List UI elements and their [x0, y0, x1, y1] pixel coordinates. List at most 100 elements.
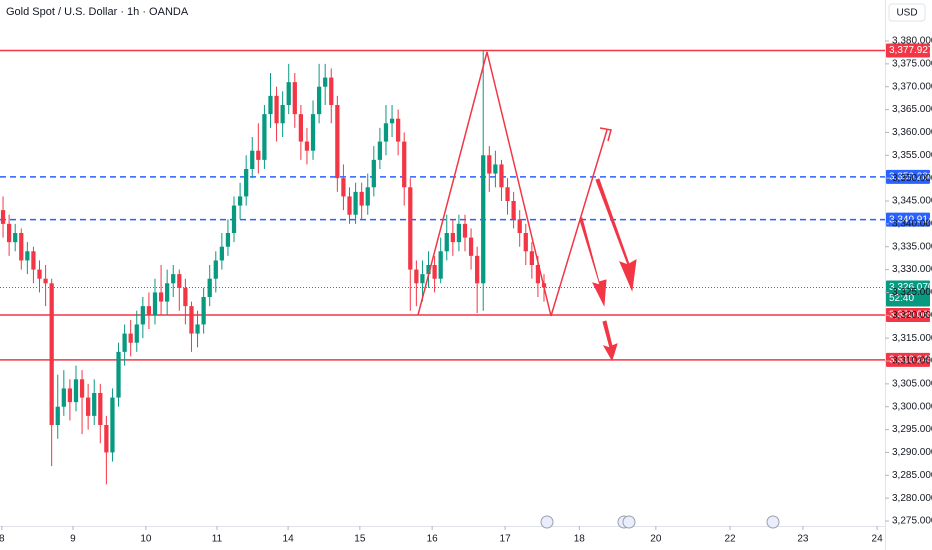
- price-tag-label: 3,350.280: [889, 172, 932, 183]
- candle-body: [225, 233, 231, 247]
- candle-body: [43, 278, 48, 284]
- y-tick-label: 3,350.000: [892, 173, 932, 184]
- x-tick-label: 23: [797, 534, 809, 545]
- candle-body: [207, 278, 212, 297]
- countdown: 52:40: [889, 293, 914, 304]
- currency-box[interactable]: [888, 3, 926, 22]
- candle-body: [231, 205, 237, 233]
- candle-body: [310, 114, 316, 151]
- candle-body: [426, 265, 431, 275]
- candle-body: [329, 77, 334, 105]
- y-tick-label: 3,300.000: [892, 401, 932, 412]
- candle-body: [347, 196, 352, 215]
- price-tag-label: 3,326.070: [889, 282, 932, 293]
- price-tags: 3,377.927 3,350.280 3,340.914 3,326.07052:4…: [886, 43, 932, 367]
- event-icon[interactable]: [622, 515, 636, 529]
- candle-body: [19, 233, 24, 261]
- candle-body: [408, 187, 413, 270]
- price-tag: [886, 352, 930, 367]
- y-tick-label: 3,275.000: [892, 516, 932, 527]
- price-tag: [886, 280, 930, 307]
- drawings: [417, 51, 637, 362]
- price-tag-label: 3,340.914: [889, 214, 932, 225]
- down-arrow: [602, 320, 618, 362]
- event-icon[interactable]: [766, 515, 780, 529]
- candle-body: [468, 237, 474, 256]
- candle-body: [6, 223, 12, 243]
- candle-body: [92, 393, 97, 416]
- candle-body: [523, 233, 528, 252]
- candle-body: [462, 223, 468, 238]
- candle-body: [256, 150, 261, 160]
- candle-body: [79, 379, 85, 398]
- candle-body: [268, 95, 273, 115]
- price-tag-label: 3,377.927: [889, 45, 932, 56]
- candle-body: [146, 306, 152, 316]
- candle-body: [529, 251, 534, 265]
- candle-body: [134, 324, 139, 343]
- candle-body: [140, 306, 145, 325]
- x-tick-label: 18: [574, 534, 586, 545]
- x-tick-label: 8: [0, 534, 5, 545]
- y-tick-label: 3,290.000: [892, 447, 932, 458]
- candle-body: [353, 191, 358, 215]
- candle-body: [505, 187, 510, 201]
- price-tag: [886, 43, 930, 58]
- y-tick-label: 3,345.000: [892, 196, 932, 207]
- y-tick-label: 3,380.000: [892, 36, 932, 47]
- candle-body: [511, 201, 516, 220]
- event-icon[interactable]: [540, 515, 554, 529]
- y-tick-label: 3,375.000: [892, 58, 932, 69]
- y-tick-label: 3,355.000: [892, 150, 932, 161]
- event-icons: [540, 515, 780, 529]
- candle-body: [49, 283, 54, 425]
- candle-body: [535, 265, 541, 284]
- candle-body: [37, 269, 42, 279]
- candle-body: [432, 265, 437, 279]
- x-tick-label: 16: [427, 534, 439, 545]
- x-tick-label: 24: [872, 534, 884, 545]
- candle-body: [396, 118, 401, 142]
- candle-body: [365, 187, 370, 206]
- candle-body: [359, 191, 364, 206]
- y-tick-label: 3,285.000: [892, 470, 932, 481]
- candle-body: [280, 105, 285, 124]
- candle-body: [61, 388, 66, 407]
- candle-body: [244, 169, 249, 197]
- candle-body: [195, 324, 200, 334]
- chart-title: Gold Spot / U.S. Dollar · 1h · OANDA: [6, 6, 189, 18]
- down-arrow: [595, 178, 637, 292]
- candle-body: [13, 233, 18, 243]
- y-tick-label: 3,320.000: [892, 310, 932, 321]
- candle-body: [67, 388, 73, 403]
- candle-body: [420, 274, 425, 284]
- y-tick-label: 3,335.000: [892, 241, 932, 252]
- candle-body: [493, 164, 498, 174]
- candle-body: [219, 246, 224, 261]
- candle-body: [377, 141, 383, 160]
- price-tag-label: 3,320.065: [889, 310, 932, 321]
- y-tick-label: 3,340.000: [892, 218, 932, 229]
- y-tick-label: 3,295.000: [892, 424, 932, 435]
- candle-body: [55, 406, 60, 425]
- y-tick-label: 3,280.000: [892, 493, 932, 504]
- candle-body: [262, 114, 267, 160]
- candle-body: [177, 274, 182, 288]
- candle-body: [237, 196, 243, 206]
- candle-body: [86, 397, 91, 416]
- currency: USD: [896, 8, 917, 19]
- down-arrow: [579, 217, 607, 307]
- candle-body: [183, 287, 188, 307]
- y-tick-label: 3,310.000: [892, 356, 932, 367]
- plot-area: [0, 49, 885, 485]
- y-tick-label: 3,305.000: [892, 378, 932, 389]
- y-tick-label: 3,370.000: [892, 81, 932, 92]
- price-tag-label: 3,310.245: [889, 355, 932, 366]
- candle-body: [165, 283, 170, 302]
- candle-body: [158, 292, 164, 302]
- candle-body: [341, 178, 346, 197]
- candle-body: [298, 114, 304, 142]
- candle-body: [189, 306, 194, 334]
